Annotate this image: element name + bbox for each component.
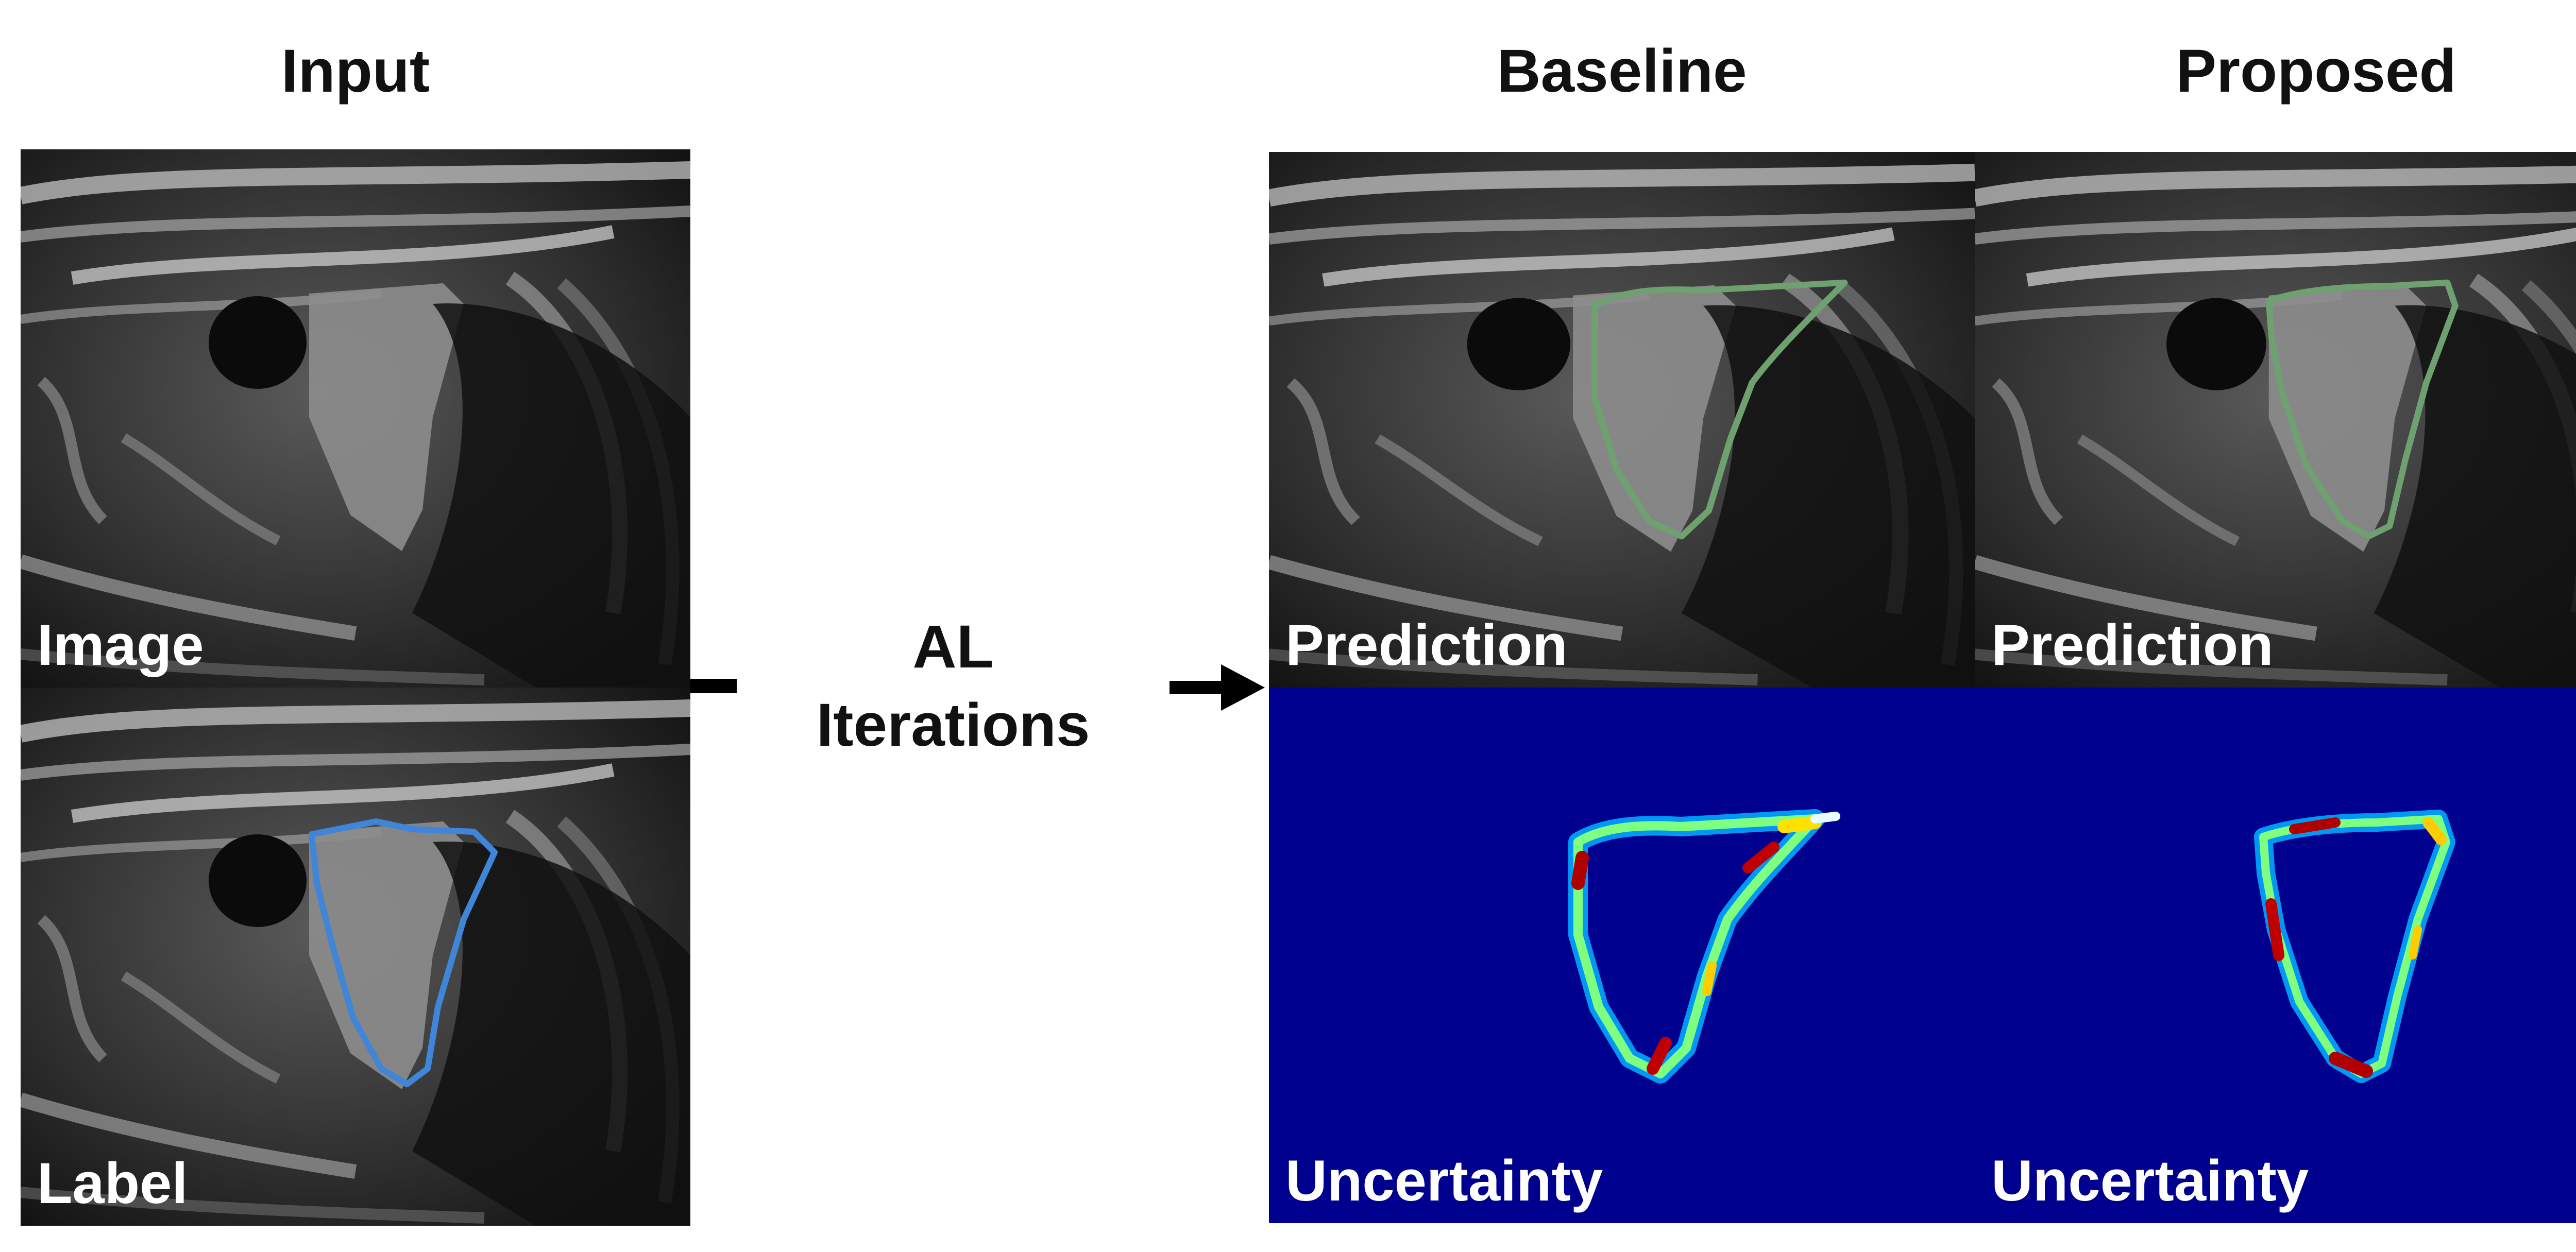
baseline-prediction-panel: Prediction	[1269, 152, 1975, 688]
prediction-contour	[2265, 279, 2459, 540]
prediction-caption: Prediction	[1285, 613, 1568, 677]
label-caption: Label	[37, 1151, 188, 1215]
al-text: AL	[912, 613, 994, 681]
label-contour	[309, 818, 498, 1087]
uncertainty-map	[1568, 809, 1840, 1084]
ultrasound-image	[1269, 152, 1975, 688]
iterations-text: Iterations	[816, 691, 1090, 759]
ultrasound-image	[1975, 152, 2576, 688]
input-label-panel: Label	[21, 688, 690, 1226]
al-iterations-text: AL Iterations	[773, 608, 1133, 764]
proposed-header: Proposed	[2176, 37, 2456, 105]
baseline-header: Baseline	[1497, 37, 1747, 105]
proposed-uncertainty-panel: Uncertainty	[1975, 688, 2576, 1223]
uncertainty-caption: Uncertainty	[1991, 1148, 2309, 1213]
input-header: Input	[281, 37, 430, 105]
ultrasound-label-image	[21, 688, 690, 1226]
ultrasound-image	[21, 149, 690, 688]
right-arrow-icon	[1170, 664, 1265, 711]
image-caption: Image	[37, 613, 204, 677]
prediction-contour	[1591, 279, 1848, 540]
uncertainty-caption: Uncertainty	[1285, 1148, 1603, 1213]
proposed-prediction-panel: Prediction	[1975, 152, 2576, 688]
connector-line	[690, 679, 737, 693]
input-image-panel: Image	[21, 149, 690, 688]
baseline-uncertainty-panel: Uncertainty	[1269, 688, 1975, 1223]
uncertainty-map	[2254, 810, 2455, 1083]
prediction-caption: Prediction	[1991, 613, 2274, 677]
